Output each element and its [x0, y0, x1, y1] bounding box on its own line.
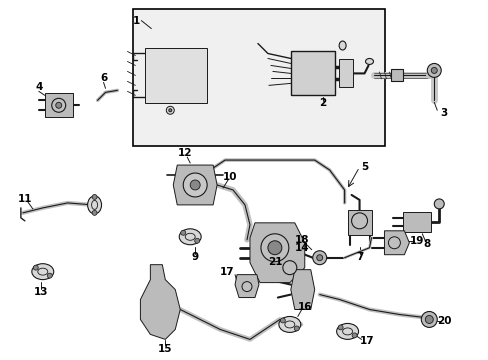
Circle shape: [280, 318, 285, 323]
Polygon shape: [140, 265, 180, 339]
Bar: [290, 51, 334, 95]
Text: 17: 17: [360, 336, 374, 346]
Bar: [133, 9, 385, 146]
Circle shape: [261, 234, 288, 262]
Text: 5: 5: [360, 162, 367, 172]
Circle shape: [294, 326, 299, 331]
Ellipse shape: [278, 316, 300, 332]
Circle shape: [387, 237, 400, 249]
Text: 19: 19: [409, 236, 424, 246]
Text: 8: 8: [423, 239, 430, 249]
Text: 2: 2: [318, 98, 325, 108]
Text: 20: 20: [436, 316, 450, 327]
Text: 3: 3: [440, 108, 447, 118]
Circle shape: [351, 213, 367, 229]
Text: 6: 6: [100, 73, 107, 84]
Circle shape: [421, 311, 436, 328]
Polygon shape: [145, 48, 207, 103]
Polygon shape: [249, 223, 304, 283]
Circle shape: [351, 333, 356, 338]
Text: 15: 15: [158, 345, 172, 354]
Circle shape: [194, 238, 199, 243]
Text: 9: 9: [191, 252, 198, 262]
Circle shape: [166, 106, 174, 114]
Polygon shape: [338, 59, 352, 87]
Circle shape: [312, 251, 326, 265]
Text: 7: 7: [355, 252, 363, 262]
Circle shape: [52, 98, 65, 112]
Ellipse shape: [339, 41, 346, 50]
Text: 17: 17: [219, 267, 234, 276]
Bar: [390, 69, 403, 81]
Text: 11: 11: [18, 194, 32, 204]
Polygon shape: [384, 231, 408, 255]
Polygon shape: [45, 93, 73, 117]
Ellipse shape: [336, 323, 358, 339]
Ellipse shape: [32, 264, 54, 280]
Circle shape: [267, 241, 281, 255]
Ellipse shape: [87, 196, 102, 214]
Circle shape: [92, 194, 97, 199]
Circle shape: [92, 210, 97, 215]
Circle shape: [430, 67, 436, 73]
Polygon shape: [403, 212, 430, 232]
Circle shape: [242, 282, 251, 292]
Polygon shape: [235, 275, 259, 298]
Circle shape: [168, 109, 171, 112]
Text: 10: 10: [223, 172, 237, 182]
Polygon shape: [173, 165, 217, 205]
Circle shape: [427, 63, 440, 77]
Circle shape: [337, 325, 343, 330]
Polygon shape: [290, 51, 334, 95]
Circle shape: [33, 265, 38, 270]
Polygon shape: [290, 270, 314, 310]
Circle shape: [56, 102, 61, 108]
Circle shape: [183, 173, 207, 197]
Text: 14: 14: [294, 243, 308, 253]
Text: 21: 21: [267, 257, 282, 267]
Text: 1: 1: [133, 15, 140, 26]
Circle shape: [190, 180, 200, 190]
Ellipse shape: [179, 229, 201, 245]
Polygon shape: [347, 210, 371, 235]
Circle shape: [282, 261, 296, 275]
Text: 13: 13: [34, 287, 48, 297]
Text: 18: 18: [294, 235, 308, 245]
Ellipse shape: [365, 58, 373, 64]
Circle shape: [425, 315, 432, 323]
Circle shape: [181, 230, 185, 235]
Circle shape: [433, 199, 443, 209]
Text: 12: 12: [178, 148, 192, 158]
Text: 16: 16: [297, 302, 311, 311]
Circle shape: [47, 273, 52, 278]
Circle shape: [316, 255, 322, 261]
Text: 4: 4: [35, 82, 42, 93]
